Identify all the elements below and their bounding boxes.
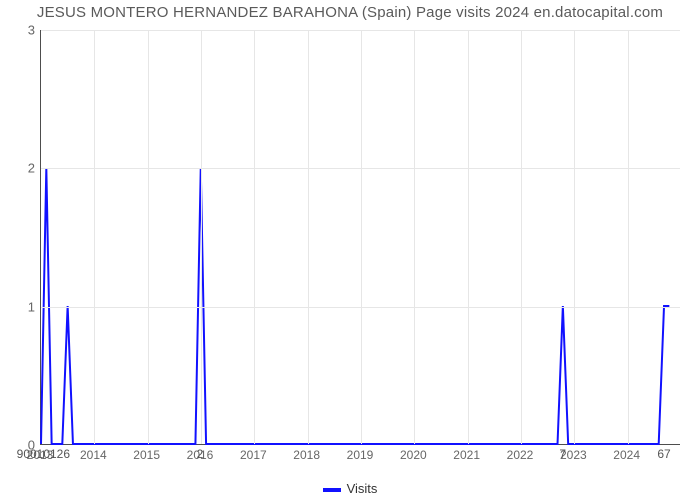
chart-title: JESUS MONTERO HERNANDEZ BARAHONA (Spain)… (0, 4, 700, 21)
x-tick-label: 2014 (80, 448, 107, 462)
data-point-label: 6 (63, 447, 70, 461)
gridline-vertical (468, 30, 469, 444)
gridline-vertical (574, 30, 575, 444)
gridline-vertical (361, 30, 362, 444)
x-tick-label: 2015 (133, 448, 160, 462)
legend-swatch (323, 488, 341, 492)
x-tick-label: 2022 (507, 448, 534, 462)
x-tick-label: 2018 (293, 448, 320, 462)
gridline-vertical (628, 30, 629, 444)
gridline-vertical (521, 30, 522, 444)
y-tick-label: 2 (5, 161, 35, 176)
gridline-vertical (148, 30, 149, 444)
y-tick-label: 3 (5, 23, 35, 38)
data-point-label: 9001012 (17, 447, 64, 461)
chart-container: JESUS MONTERO HERNANDEZ BARAHONA (Spain)… (0, 0, 700, 500)
gridline-vertical (308, 30, 309, 444)
x-tick-label: 2020 (400, 448, 427, 462)
gridline-vertical (201, 30, 202, 444)
legend: Visits (0, 481, 700, 496)
legend-label: Visits (347, 481, 378, 496)
y-tick-label: 1 (5, 299, 35, 314)
data-point-label: 7 (559, 447, 566, 461)
x-tick-label: 2019 (347, 448, 374, 462)
x-tick-label: 2024 (613, 448, 640, 462)
gridline-vertical (94, 30, 95, 444)
x-tick-label: 2021 (453, 448, 480, 462)
x-tick-label: 2017 (240, 448, 267, 462)
data-point-label: 2 (197, 447, 204, 461)
gridline-vertical (254, 30, 255, 444)
gridline-vertical (414, 30, 415, 444)
data-point-label: 67 (657, 447, 670, 461)
plot-area (40, 30, 680, 445)
